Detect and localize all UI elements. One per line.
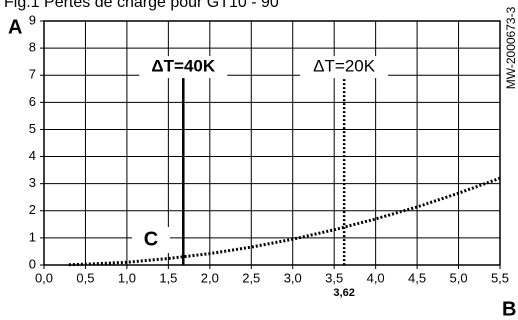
y-tick-label: 6: [29, 94, 36, 109]
marker-label: ΔT=20K: [313, 57, 376, 76]
x-tick-label: 4,5: [408, 270, 426, 285]
x-tick-label: 3,0: [284, 270, 302, 285]
x-tick-label: 5,0: [450, 270, 468, 285]
x-tick-label: 0,5: [76, 270, 94, 285]
marker-x-label: 3,62: [333, 287, 354, 299]
x-axis-letter: B: [502, 298, 516, 320]
y-tick-label: 2: [29, 202, 36, 217]
y-tick-label: 7: [29, 67, 36, 82]
x-tick-label: 1,5: [159, 270, 177, 285]
y-tick-label: 3: [29, 175, 36, 190]
x-tick-label: 0,0: [35, 270, 53, 285]
x-tick-label: 2,0: [201, 270, 219, 285]
x-tick-label: 1,0: [118, 270, 136, 285]
y-tick-label: 5: [29, 121, 36, 136]
curve-letter: C: [144, 228, 158, 250]
marker-label: ΔT=40K: [151, 57, 215, 76]
y-tick-label: 0: [29, 256, 36, 271]
y-axis-letter: A: [8, 16, 22, 38]
marker-label-bg: [300, 56, 389, 79]
reference-code: MW-2000673-3: [504, 6, 518, 89]
x-tick-label: 2,5: [242, 270, 260, 285]
marker-label-bg: [139, 56, 228, 79]
y-tick-label: 1: [29, 229, 36, 244]
x-tick-label: 5,5: [491, 270, 509, 285]
y-tick-label: 9: [29, 12, 36, 27]
x-tick-label: 4,0: [367, 270, 385, 285]
data-line: [68, 176, 501, 267]
y-tick-label: 8: [29, 40, 36, 55]
chart-title: Fig.1 Pertes de charge pour GT10 - 90: [4, 0, 279, 11]
plot-frame: [43, 20, 501, 266]
y-tick-label: 4: [29, 148, 36, 163]
x-tick-label: 3,5: [325, 270, 343, 285]
curve-label-bg: [132, 227, 170, 253]
